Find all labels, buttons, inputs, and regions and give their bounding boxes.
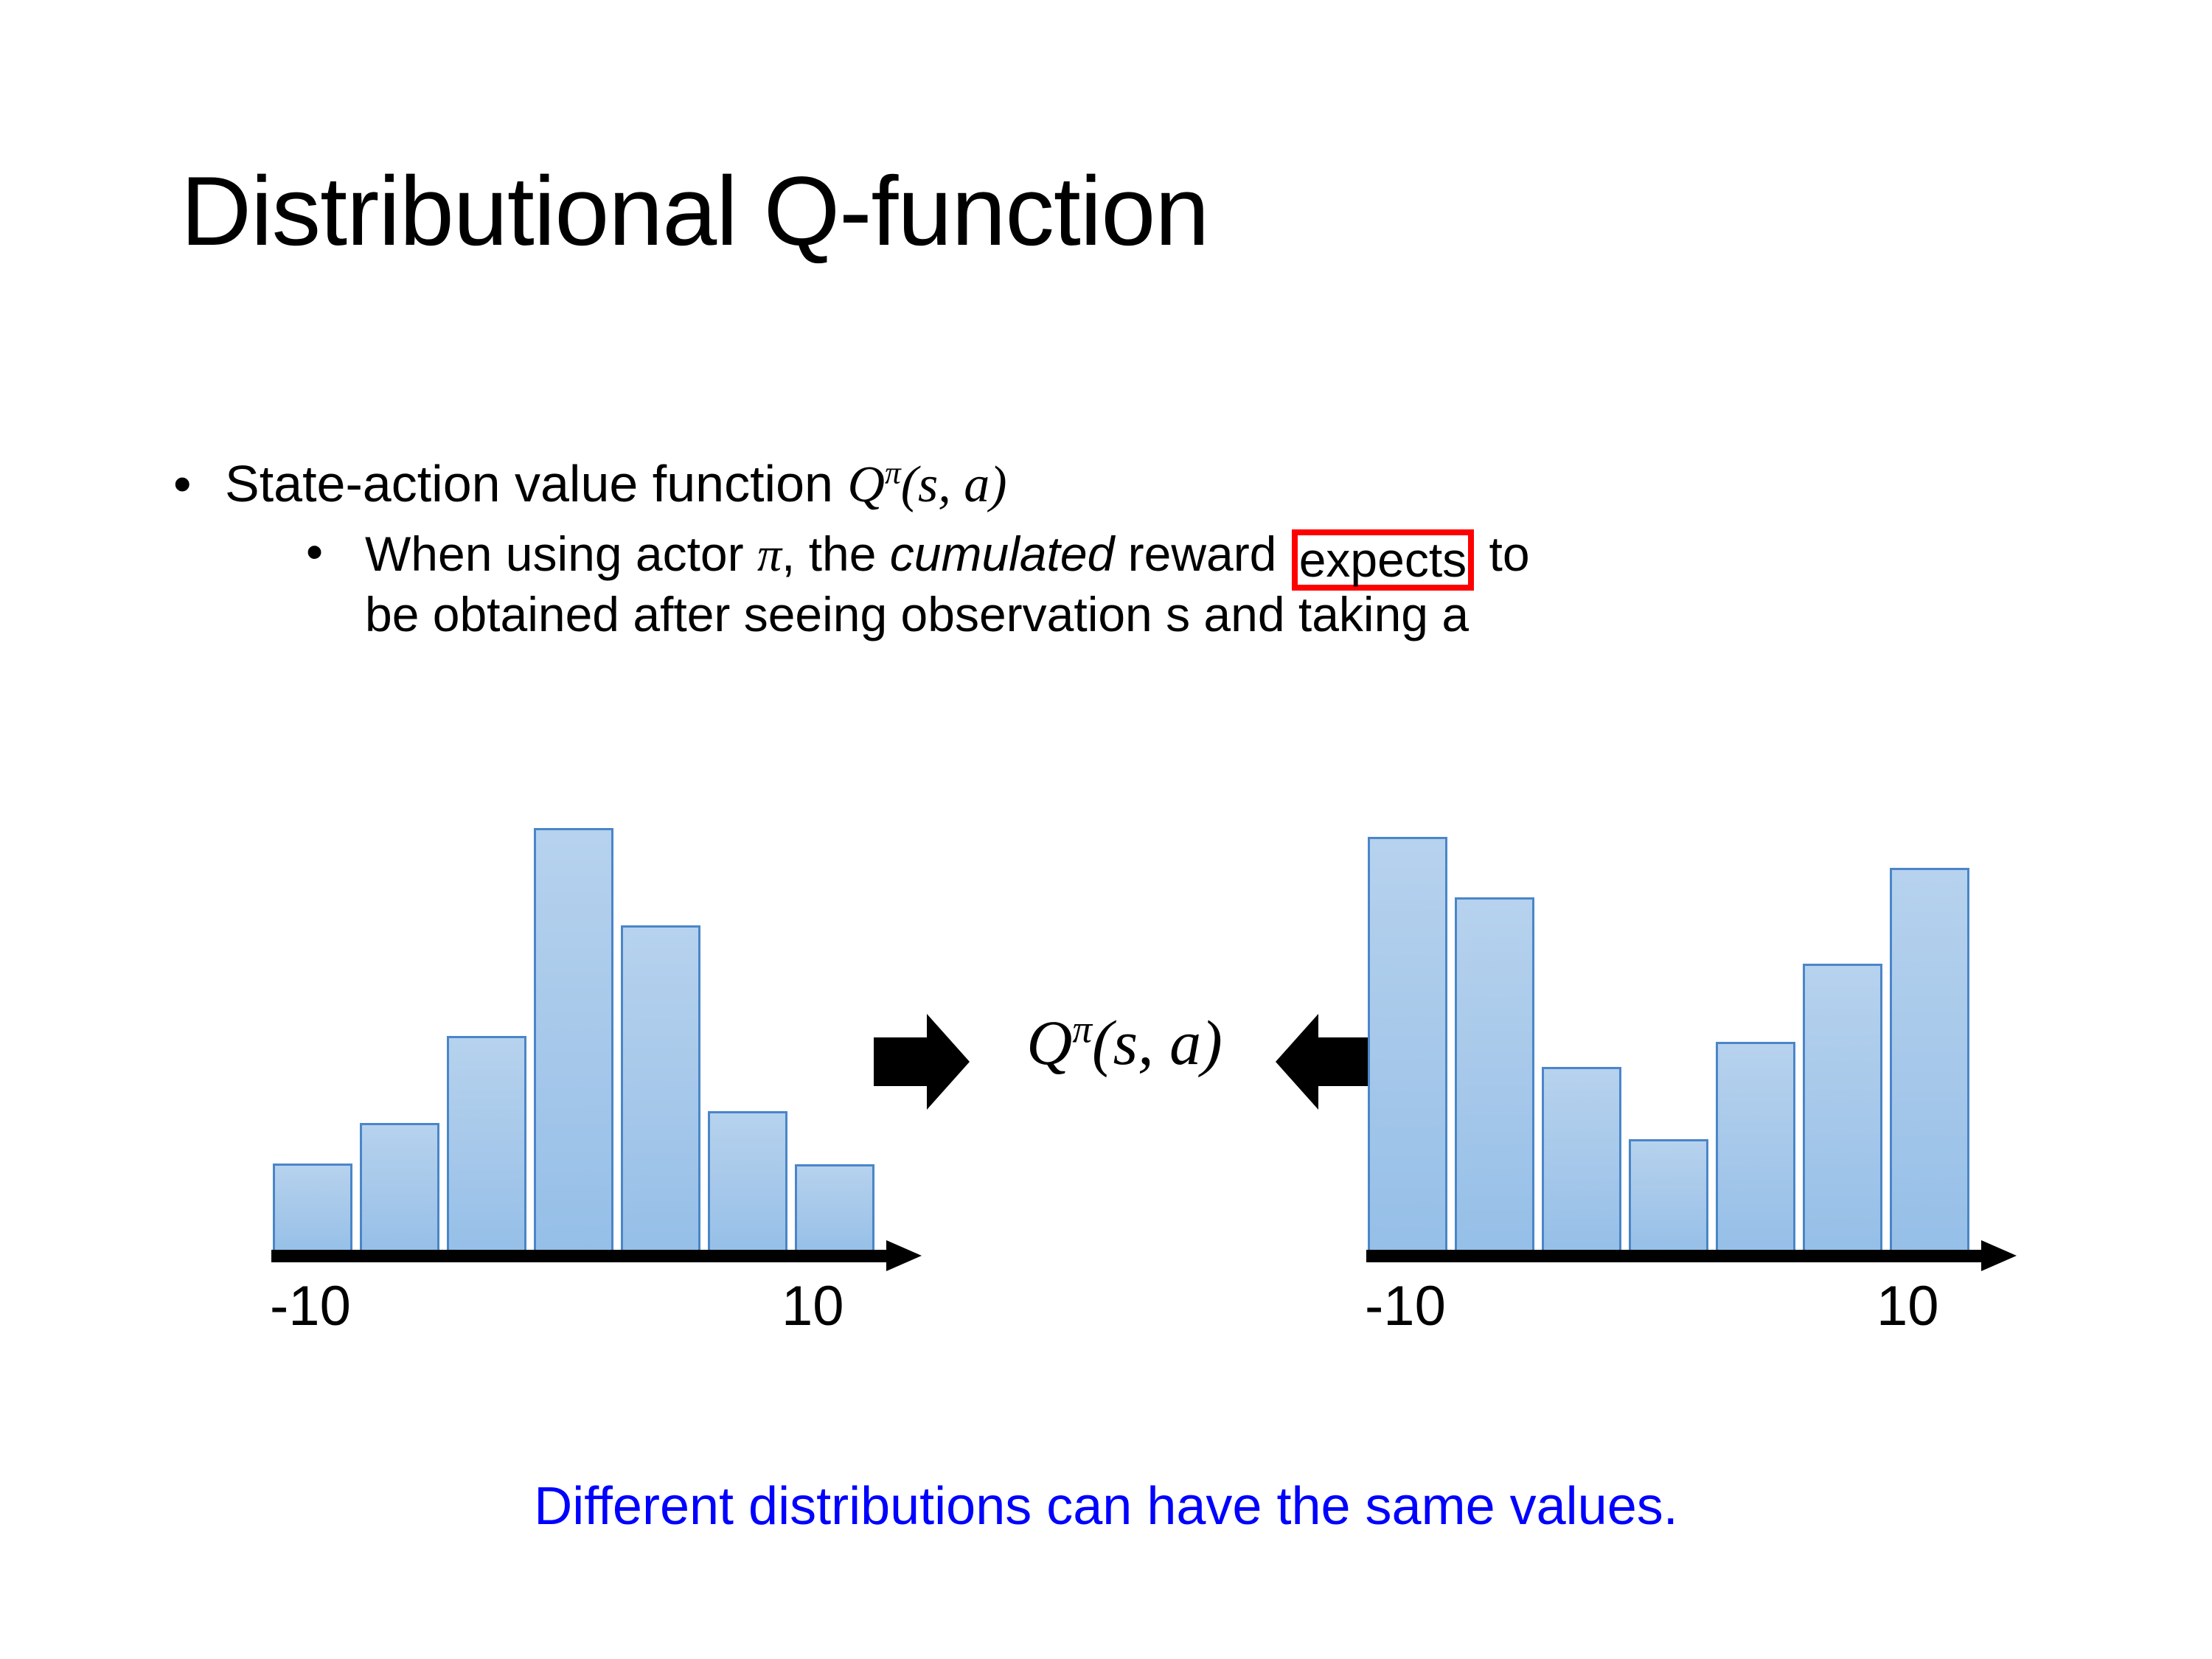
slide-caption: Different distributions can have the sam…	[534, 1477, 1678, 1536]
bullet2-seg4: to	[1475, 526, 1530, 581]
formula-open-paren: (	[1092, 1007, 1113, 1078]
bullet2-italic-word: cumulated	[889, 526, 1115, 581]
bar	[1542, 1067, 1621, 1257]
bullet-dot-icon: •	[173, 455, 192, 512]
chart-right-x-axis	[1360, 1240, 2017, 1271]
formula-arg-s: s	[1113, 1007, 1138, 1078]
bar	[708, 1111, 787, 1257]
bullet2-seg1: When using actor	[365, 526, 757, 581]
formula-arg-a: a	[1169, 1007, 1202, 1078]
chart-right-axis-min-label: -10	[1365, 1275, 1446, 1338]
center-annotation-group: Qπ(s, a)	[874, 999, 1375, 1139]
bullet2-seg2: , the	[782, 526, 890, 581]
bullet1-formula: Qπ(s, a)	[847, 456, 1006, 513]
formula-open-paren: (	[900, 456, 919, 513]
formula-close-paren: )	[990, 456, 1007, 513]
bar	[360, 1123, 439, 1257]
formula-superscript-pi: π	[1072, 1006, 1093, 1051]
bar	[1716, 1042, 1795, 1257]
bullet-level2: • When using actor π, the cumulated rewa…	[166, 524, 2053, 644]
chart-left-axis-max-label: 10	[782, 1275, 844, 1338]
axis-arrowhead-icon	[1981, 1240, 2017, 1271]
formula-superscript-pi: π	[884, 455, 901, 491]
chart-left-axis-min-label: -10	[270, 1275, 351, 1338]
bullet2-pi-symbol: π	[757, 527, 782, 582]
bar	[795, 1164, 874, 1257]
bullet-level1: • State-action value function Qπ(s, a)	[166, 453, 2053, 516]
axis-line	[1366, 1250, 1986, 1262]
bar	[1629, 1139, 1708, 1257]
slide-body: • State-action value function Qπ(s, a) •…	[166, 453, 2053, 644]
bar	[1803, 964, 1882, 1257]
page-title: Distributional Q-function	[181, 157, 1209, 266]
right-block-arrow-icon	[874, 1014, 970, 1110]
bar	[621, 925, 700, 1257]
chart-left-distribution: -10 10	[265, 782, 966, 1342]
formula-comma: ,	[1138, 1007, 1170, 1078]
formula-arg-s: s	[918, 456, 939, 513]
bar	[273, 1164, 352, 1257]
formula-q: Q	[847, 456, 885, 513]
bullet-dot-icon: •	[306, 524, 324, 579]
chart-right-distribution: -10 10	[1360, 782, 2061, 1342]
bullet2-line2: be obtained after seeing observation s a…	[365, 586, 1470, 641]
bar	[534, 828, 613, 1257]
formula-close-paren: )	[1201, 1007, 1222, 1078]
chart-left-x-axis	[265, 1240, 922, 1271]
bullet1-text: State-action value function	[225, 455, 848, 512]
formula-q: Q	[1026, 1007, 1073, 1078]
axis-line	[271, 1250, 891, 1262]
chart-left-bars	[273, 815, 914, 1257]
chart-right-axis-max-label: 10	[1877, 1275, 1939, 1338]
formula-arg-a: a	[964, 456, 990, 513]
bullet2-seg3: reward	[1114, 526, 1290, 581]
bar	[1890, 868, 1969, 1257]
highlighted-word-box: expects	[1291, 529, 1475, 591]
left-block-arrow-icon	[1276, 1014, 1371, 1110]
bar	[447, 1036, 526, 1257]
bar	[1455, 897, 1534, 1257]
chart-right-bars	[1368, 815, 2009, 1257]
axis-arrowhead-icon	[886, 1240, 922, 1271]
bar	[1368, 837, 1447, 1257]
formula-comma: ,	[938, 456, 964, 513]
center-q-formula: Qπ(s, a)	[970, 1005, 1279, 1081]
